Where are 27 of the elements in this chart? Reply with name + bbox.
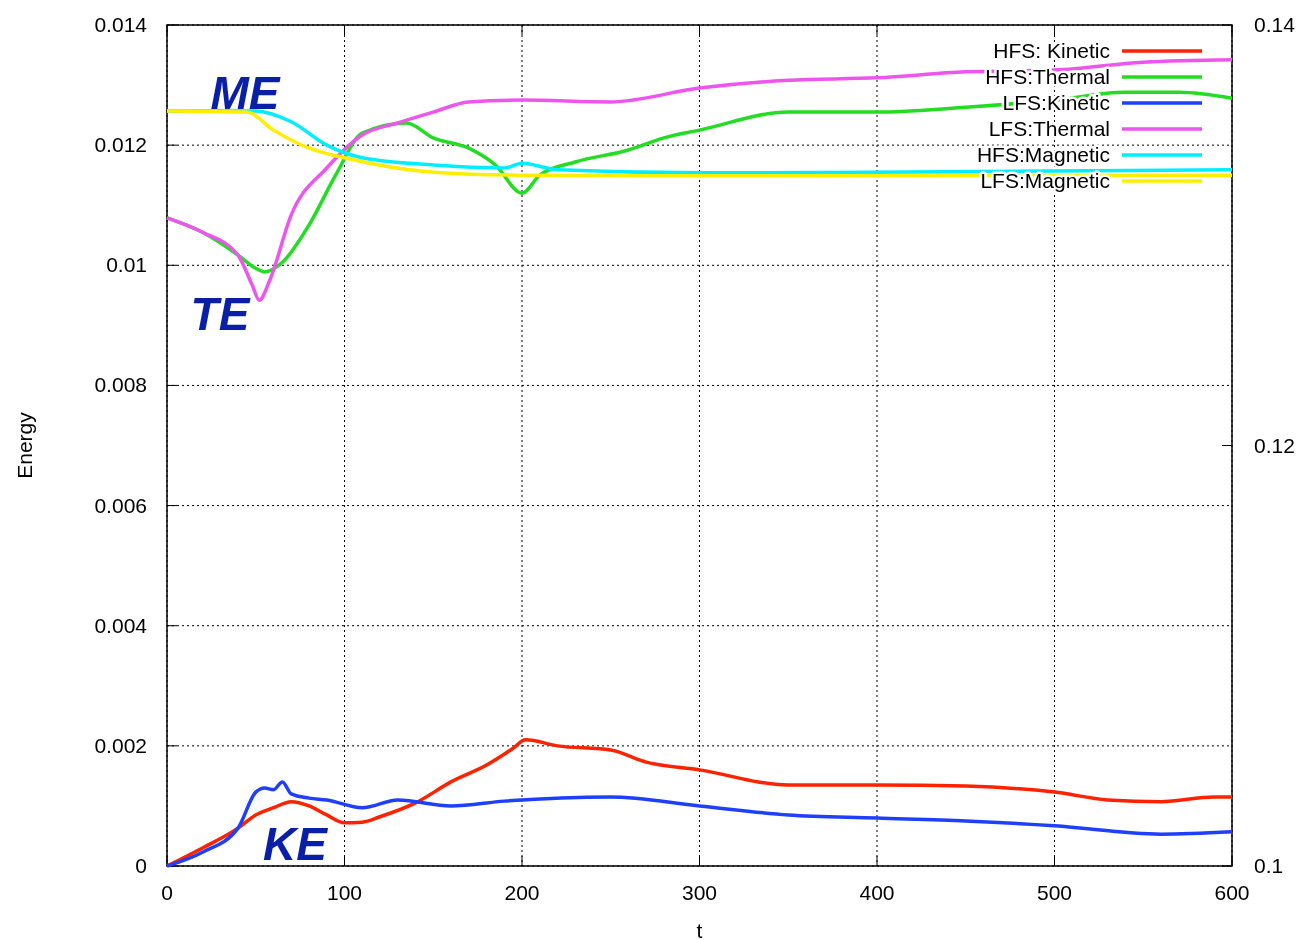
y2-tick-label: 0.1 [1254,854,1284,877]
x-tick-label: 600 [1214,881,1250,904]
y-tick-label: 0.002 [94,733,147,757]
legend-label: LFS:Thermal [988,117,1110,140]
legend-label: HFS:Thermal [985,65,1110,88]
y-axis-title: Energy [13,411,36,479]
legend-label: HFS:Magnetic [976,143,1110,166]
y-tick-label: 0.014 [94,13,148,36]
y2-tick-label: 0.14 [1254,13,1296,36]
y-tick-label: 0.012 [94,133,147,157]
x-tick-label: 300 [681,881,718,904]
y2-tick-label: 0.12 [1254,433,1295,457]
x-tick-label: 200 [504,881,540,904]
y-tick-label: 0.01 [106,253,147,277]
annotation: TE [190,288,251,341]
x-tick-label: 0 [161,881,173,904]
annotation: ME [210,67,281,120]
x-tick-label: 500 [1036,881,1073,904]
x-tick-label: 100 [326,881,363,904]
annotation: KE [263,818,329,871]
y-tick-label: 0.006 [94,493,147,517]
y-tick-label: 0 [135,854,147,877]
x-tick-label: 400 [859,881,895,904]
y-tick-label: 0.008 [94,373,147,397]
y-tick-label: 0.004 [94,613,148,637]
legend-label: HFS: Kinetic [993,39,1110,62]
x-axis-title: t [696,919,703,940]
